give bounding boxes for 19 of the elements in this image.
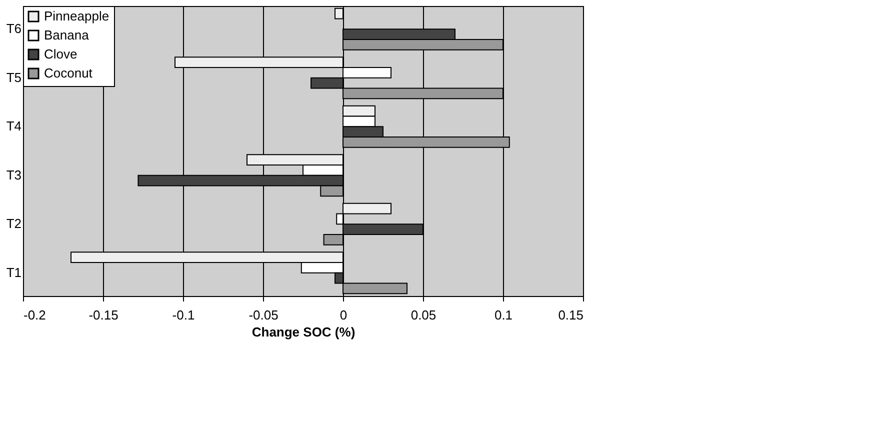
y-tick-label: T1	[6, 264, 22, 280]
x-tick-label: -0.1	[172, 308, 195, 322]
x-tick-label: -0.15	[88, 308, 118, 322]
y-tick-label: T2	[6, 216, 22, 232]
y-tick-label: T3	[6, 167, 22, 182]
y-tick-label: T5	[6, 70, 22, 85]
x-axis-title: Change SOC (%)	[252, 324, 356, 340]
y-tick-label: T6	[6, 21, 22, 36]
legend-label: Coconut	[44, 66, 93, 80]
legend-label: Pinneapple	[44, 8, 110, 24]
x-tick-label: -0.2	[24, 308, 46, 322]
x-tick-label: 0.05	[410, 308, 436, 322]
x-tick-label: 0.15	[558, 308, 584, 322]
x-tick-label: 0.1	[494, 308, 513, 322]
x-tick-label: -0.05	[248, 308, 278, 322]
x-tick-label: 0	[340, 308, 348, 322]
legend-label: Banana	[44, 28, 90, 42]
legend-label: Clove	[44, 46, 78, 62]
y-tick-label: T4	[6, 118, 22, 134]
